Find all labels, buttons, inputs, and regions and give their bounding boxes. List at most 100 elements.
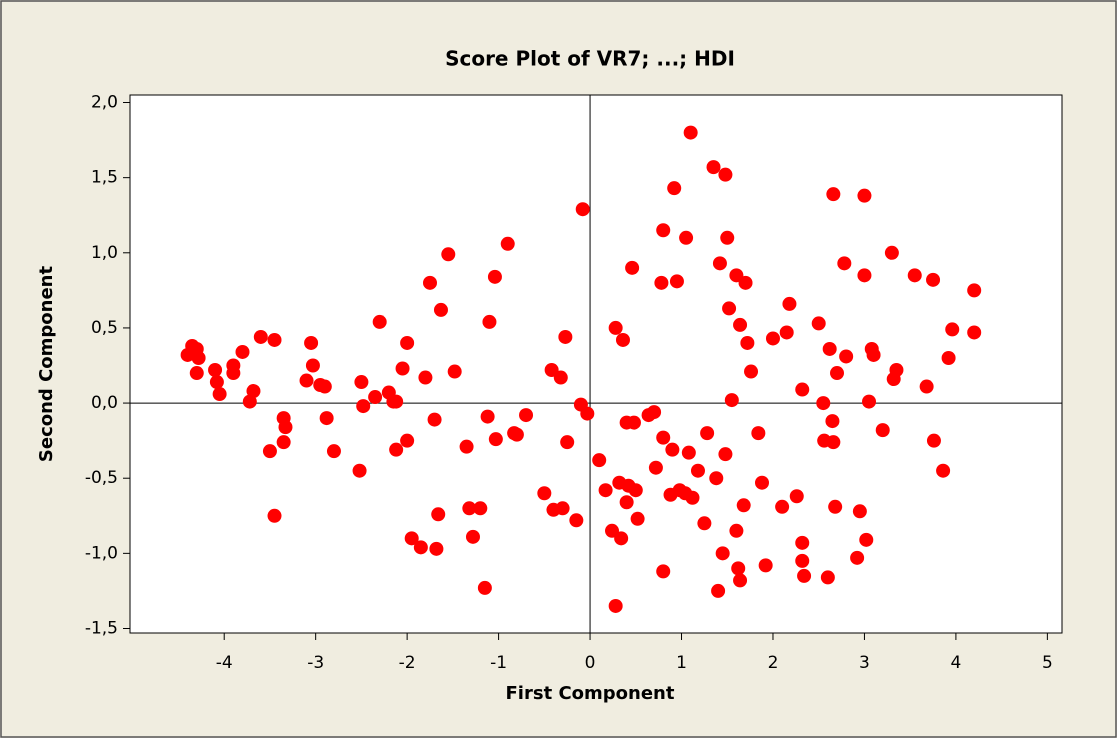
y-tick-label: 1,0 (91, 243, 118, 263)
point (724, 393, 739, 408)
point (608, 598, 623, 613)
point (389, 442, 404, 457)
point (278, 420, 293, 435)
point (462, 501, 477, 516)
point (299, 373, 314, 388)
point (558, 329, 573, 344)
x-tick-label: 0 (585, 653, 596, 673)
point (936, 463, 951, 478)
point (795, 382, 810, 397)
point (795, 553, 810, 568)
point (226, 358, 241, 373)
point (826, 187, 841, 202)
point (395, 361, 410, 376)
point (305, 358, 320, 373)
point (317, 379, 332, 394)
x-tick-label: 3 (859, 653, 870, 673)
point (656, 564, 671, 579)
point (679, 230, 694, 245)
point (744, 364, 759, 379)
point (619, 495, 634, 510)
point (429, 541, 444, 556)
point (487, 269, 502, 284)
point (372, 314, 387, 329)
point (967, 325, 982, 340)
point (608, 320, 623, 335)
point (862, 394, 877, 409)
point (477, 580, 492, 595)
point (630, 511, 645, 526)
x-tick-label: -2 (399, 653, 416, 673)
point (418, 370, 433, 385)
point (465, 529, 480, 544)
x-tick-label: -4 (216, 653, 233, 673)
point (866, 347, 881, 362)
point (389, 394, 404, 409)
point (569, 513, 584, 528)
point (555, 501, 570, 516)
point (647, 405, 662, 420)
point (765, 331, 780, 346)
point (626, 415, 641, 430)
point (500, 236, 515, 251)
point (715, 546, 730, 561)
point (473, 501, 488, 516)
point (628, 483, 643, 498)
point (189, 366, 204, 381)
point (575, 202, 590, 217)
point (262, 444, 277, 459)
point (459, 439, 474, 454)
point (212, 387, 227, 402)
point (782, 296, 797, 311)
point (720, 230, 735, 245)
point (480, 409, 495, 424)
point (733, 317, 748, 332)
point (852, 504, 867, 519)
point (875, 423, 890, 438)
point (722, 301, 737, 316)
point (795, 535, 810, 550)
point (816, 396, 831, 411)
point (711, 583, 726, 598)
point (889, 363, 904, 378)
point (433, 302, 448, 317)
point (191, 350, 206, 365)
point (482, 314, 497, 329)
point (422, 275, 437, 290)
point (919, 379, 934, 394)
chart-title: Score Plot of VR7; ...; HDI (445, 47, 735, 71)
point (669, 274, 684, 289)
point (830, 366, 845, 381)
x-tick-label: 5 (1042, 653, 1053, 673)
point (413, 540, 428, 555)
point (656, 430, 671, 445)
point (926, 433, 941, 448)
x-tick-label: 1 (676, 653, 687, 673)
point (736, 498, 751, 513)
point (304, 335, 319, 350)
point (709, 471, 724, 486)
point (253, 329, 268, 344)
point (614, 531, 629, 546)
x-axis-label: First Component (506, 683, 675, 704)
point (738, 275, 753, 290)
point (319, 411, 334, 426)
point (447, 364, 462, 379)
point (592, 453, 607, 468)
point (941, 350, 956, 365)
point (685, 490, 700, 505)
point (648, 460, 663, 475)
point (683, 125, 698, 140)
point (431, 507, 446, 522)
point (820, 570, 835, 585)
point (354, 375, 369, 390)
point (356, 399, 371, 414)
point (733, 573, 748, 588)
point (700, 426, 715, 441)
point (667, 181, 682, 196)
plot-area (129, 94, 1063, 634)
point (825, 414, 840, 429)
point (712, 256, 727, 271)
point (276, 435, 291, 450)
point (352, 463, 367, 478)
